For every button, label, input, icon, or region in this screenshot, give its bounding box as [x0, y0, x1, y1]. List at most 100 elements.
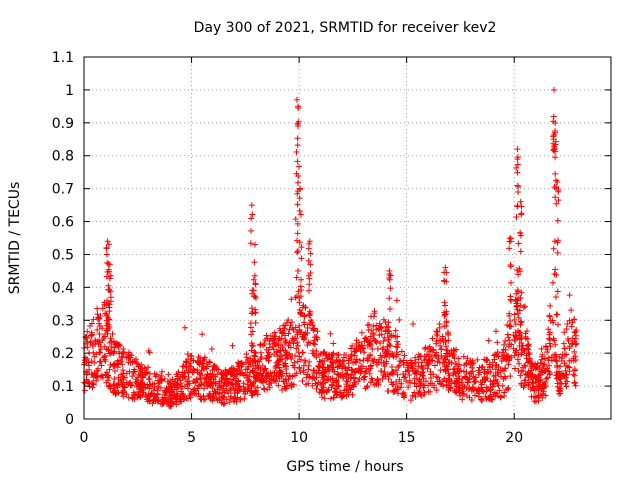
data-point [294, 339, 301, 346]
x-tick-labels: 0 5 10 15 20 [80, 430, 524, 446]
data-point [229, 342, 236, 349]
data-point [220, 382, 227, 389]
data-point [252, 362, 259, 369]
data-point [407, 397, 414, 404]
data-point [562, 367, 569, 374]
data-point [356, 366, 363, 373]
data-point [545, 326, 552, 333]
data-point [512, 349, 519, 356]
data-point [572, 341, 579, 348]
data-point [507, 238, 514, 245]
data-point [517, 229, 524, 236]
data-point [349, 342, 356, 349]
data-point [228, 380, 235, 387]
data-point [276, 364, 283, 371]
data-point [155, 384, 162, 391]
data-point [296, 365, 303, 372]
data-point [294, 142, 301, 149]
data-point [546, 371, 553, 378]
data-point [516, 307, 523, 314]
data-point [510, 332, 517, 339]
data-point [271, 340, 278, 347]
data-point [350, 375, 357, 382]
data-point [282, 322, 289, 329]
y-tick-label: 0.4 [52, 280, 74, 296]
data-point [249, 342, 256, 349]
data-point [374, 376, 381, 383]
data-point [107, 335, 114, 342]
data-point [505, 334, 512, 341]
data-point [248, 347, 255, 354]
data-point [488, 386, 495, 393]
data-point [550, 113, 557, 120]
data-point [498, 393, 505, 400]
data-point [555, 197, 562, 204]
data-point [398, 348, 405, 355]
data-point [119, 389, 126, 396]
data-point [146, 370, 153, 377]
data-point [519, 342, 526, 349]
data-point [330, 340, 337, 347]
data-point [396, 358, 403, 365]
y-tick-label: 0.3 [52, 313, 74, 329]
data-point [393, 297, 400, 304]
data-point [103, 273, 110, 280]
data-point [247, 324, 254, 331]
data-point [342, 365, 349, 372]
data-point [540, 388, 547, 395]
data-point [214, 397, 221, 404]
data-point [387, 285, 394, 292]
data-point [535, 379, 542, 386]
data-point [450, 346, 457, 353]
data-point [400, 389, 407, 396]
y-tick-label: 1.1 [52, 50, 74, 66]
data-point [297, 368, 304, 375]
data-point [306, 281, 313, 288]
data-point [294, 248, 301, 255]
data-point [328, 363, 335, 370]
data-point [120, 387, 127, 394]
data-point [256, 377, 263, 384]
data-point [356, 357, 363, 364]
data-point [299, 333, 306, 340]
data-point [514, 267, 521, 274]
data-point [123, 379, 130, 386]
data-point [439, 335, 446, 342]
data-point [306, 275, 313, 282]
data-point [119, 348, 126, 355]
data-point [126, 368, 133, 375]
data-point [245, 377, 252, 384]
data-point [248, 310, 255, 317]
data-point [181, 324, 188, 331]
data-point [294, 331, 301, 338]
data-point [501, 341, 508, 348]
data-point [388, 332, 395, 339]
data-point [220, 369, 227, 376]
data-point [294, 135, 301, 142]
data-point [269, 337, 276, 344]
data-point [223, 381, 230, 388]
data-point [85, 362, 92, 369]
data-point [511, 311, 518, 318]
data-point [483, 356, 490, 363]
data-point [111, 375, 118, 382]
data-point [523, 345, 530, 352]
data-point [403, 378, 410, 385]
data-point [299, 349, 306, 356]
data-point [250, 276, 257, 283]
data-point [326, 351, 333, 358]
data-point [465, 379, 472, 386]
data-point [302, 304, 309, 311]
data-point [348, 371, 355, 378]
data-point [560, 340, 567, 347]
data-point [390, 389, 397, 396]
data-point [544, 374, 551, 381]
data-point [301, 313, 308, 320]
data-point [568, 357, 575, 364]
data-point [393, 354, 400, 361]
data-point [234, 371, 241, 378]
data-point [538, 368, 545, 375]
data-point [485, 337, 492, 344]
data-point [506, 357, 513, 364]
data-point [187, 360, 194, 367]
